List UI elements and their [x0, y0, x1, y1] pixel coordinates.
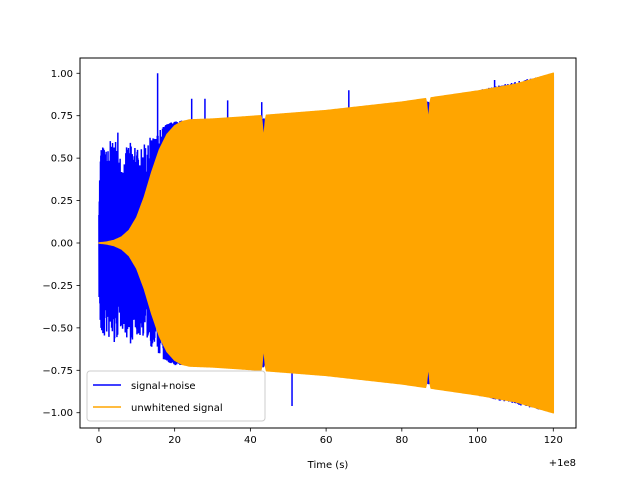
- x-tick-label: 60: [320, 435, 333, 446]
- y-tick-label: 0.50: [51, 154, 73, 165]
- x-axis-title: Time (s): [307, 460, 349, 471]
- series-unwhitened-signal: [98, 72, 555, 414]
- x-tick-label: 120: [544, 435, 563, 446]
- y-tick-label: −0.50: [42, 323, 73, 334]
- y-tick-label: −1.00: [42, 408, 73, 419]
- x-offset-label: +1e8: [549, 458, 576, 469]
- x-tick-label: 40: [244, 435, 257, 446]
- legend-label-signal-noise: signal+noise: [131, 381, 196, 392]
- legend: signal+noise unwhitened signal: [86, 370, 266, 422]
- y-tick-label: 1.00: [51, 69, 73, 80]
- legend-label-unwhitened: unwhitened signal: [131, 403, 223, 414]
- x-tick-label: 0: [96, 435, 102, 446]
- y-tick-label: −0.75: [42, 366, 73, 377]
- y-tick-label: 0.25: [51, 196, 73, 207]
- x-tick-label: 80: [395, 435, 408, 446]
- y-tick-label: −0.25: [42, 281, 73, 292]
- x-tick-label: 100: [468, 435, 487, 446]
- y-tick-label: 0.00: [51, 239, 73, 250]
- legend-box: [86, 370, 266, 422]
- x-tick-label: 20: [168, 435, 181, 446]
- y-tick-label: 0.75: [51, 111, 73, 122]
